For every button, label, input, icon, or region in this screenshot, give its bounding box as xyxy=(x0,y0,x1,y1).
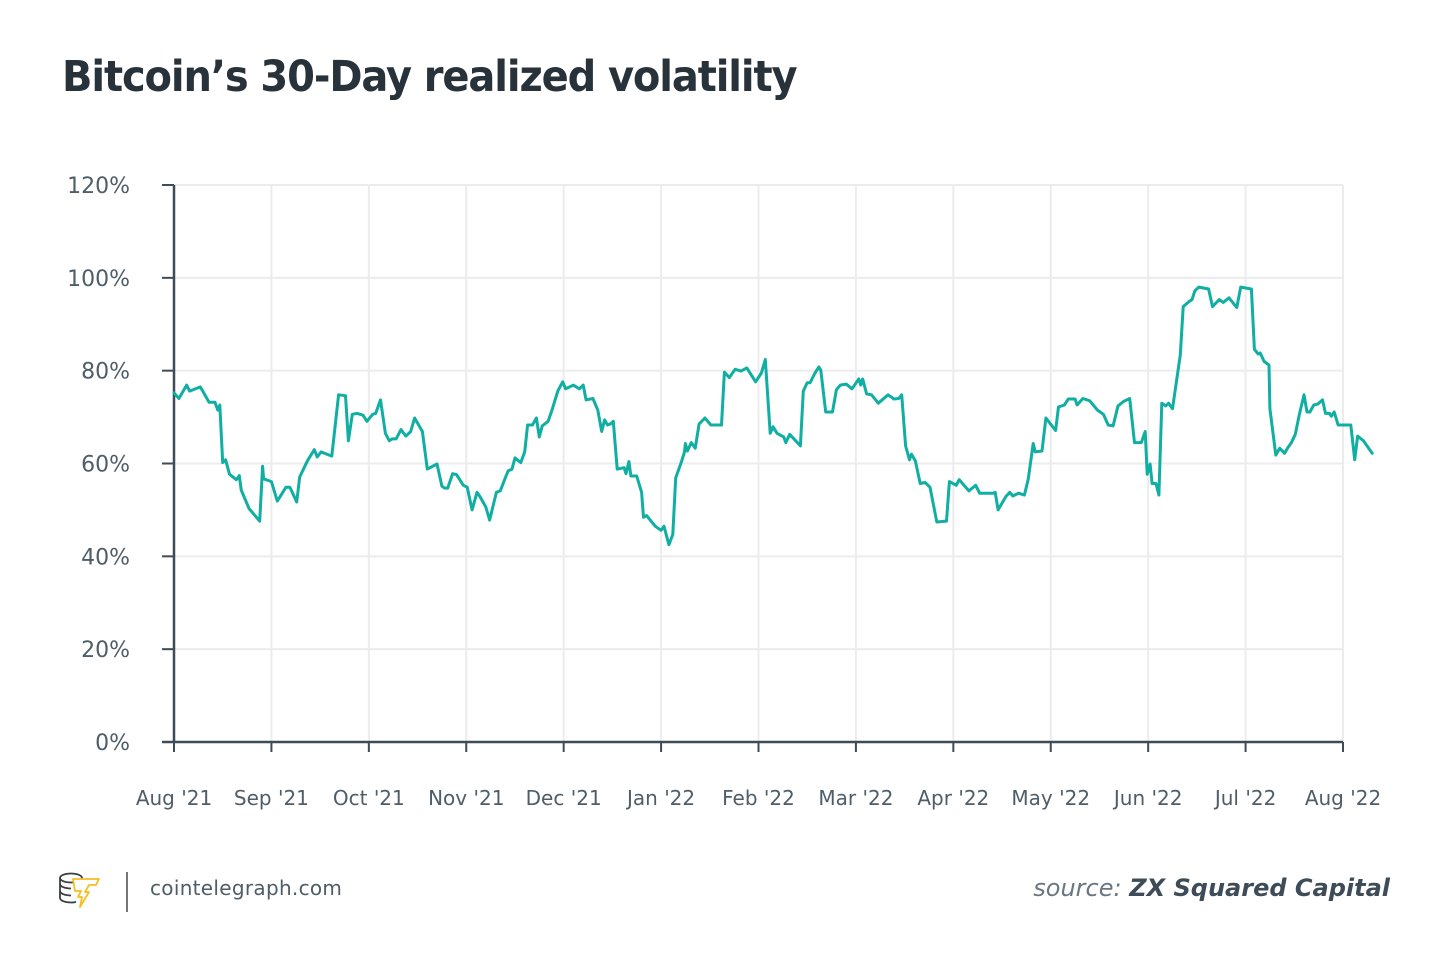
x-tick-label: Apr '22 xyxy=(917,786,989,810)
gridlines xyxy=(174,184,1344,742)
y-tick-label: 40% xyxy=(81,545,130,570)
y-tick-labels: 0% 20% 40% 60% 80% 100% 120% xyxy=(67,174,130,756)
x-tick-label: Aug '22 xyxy=(1305,786,1381,810)
x-tick-label: Dec '21 xyxy=(526,786,602,810)
footer-divider xyxy=(126,872,128,912)
cointelegraph-logo-icon xyxy=(59,872,100,908)
x-tick-label: Feb '22 xyxy=(722,786,795,810)
source-credit: source: ZX Squared Capital xyxy=(1033,874,1390,902)
y-tick-label: 100% xyxy=(67,267,130,292)
x-tick-label: Jun '22 xyxy=(1112,786,1183,810)
series-line xyxy=(172,285,1374,547)
x-tick-label: Mar '22 xyxy=(818,786,893,810)
site-name: cointelegraph.com xyxy=(150,876,343,900)
chart-title: Bitcoin’s 30-Day realized volatility xyxy=(62,52,798,102)
y-tick-label: 120% xyxy=(67,174,130,199)
y-tick-label: 80% xyxy=(81,360,130,385)
x-tick-labels: Aug '21 Sep '21 Oct '21 Nov '21 Dec '21 Jan '… xyxy=(136,786,1381,810)
axes xyxy=(162,184,1344,752)
x-tick-label: Oct '21 xyxy=(333,786,405,810)
source-name: ZX Squared Capital xyxy=(1129,874,1390,902)
source-label: source: xyxy=(1033,874,1122,902)
x-tick-label: Jan '22 xyxy=(625,786,695,810)
x-tick-label: Nov '21 xyxy=(428,786,504,810)
x-tick-label: May '22 xyxy=(1011,786,1090,810)
series xyxy=(172,285,1374,547)
x-tick-label: Jul '22 xyxy=(1213,786,1276,810)
y-tick-label: 0% xyxy=(95,731,130,756)
x-tick-label: Aug '21 xyxy=(136,786,212,810)
x-tick-label: Sep '21 xyxy=(234,786,309,810)
y-tick-label: 60% xyxy=(81,453,130,478)
y-tick-label: 20% xyxy=(81,638,130,663)
